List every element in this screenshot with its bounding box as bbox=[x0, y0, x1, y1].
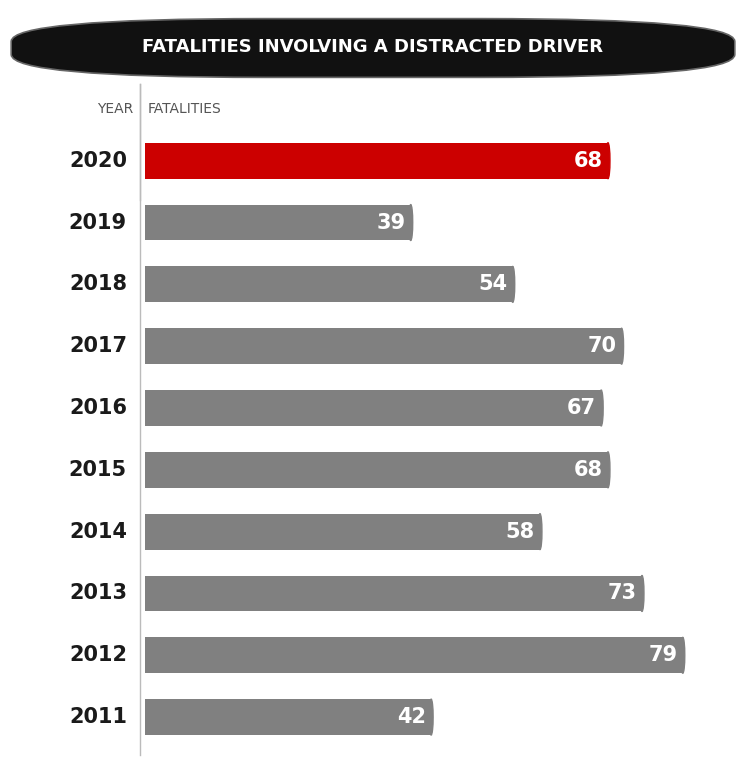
Text: 2018: 2018 bbox=[69, 274, 127, 294]
Text: 42: 42 bbox=[397, 707, 426, 727]
Bar bbox=[145, 143, 608, 179]
Bar bbox=[145, 637, 683, 674]
Text: 73: 73 bbox=[607, 584, 636, 604]
Bar bbox=[145, 328, 621, 364]
Circle shape bbox=[606, 452, 610, 488]
Bar bbox=[145, 204, 411, 240]
Text: 2019: 2019 bbox=[69, 213, 127, 233]
Bar bbox=[145, 699, 431, 735]
Circle shape bbox=[640, 575, 644, 611]
Text: 2011: 2011 bbox=[69, 707, 127, 727]
Bar bbox=[145, 452, 608, 488]
Circle shape bbox=[409, 204, 413, 240]
Bar bbox=[145, 266, 513, 303]
Text: 39: 39 bbox=[376, 213, 405, 233]
Circle shape bbox=[538, 514, 542, 550]
Circle shape bbox=[620, 328, 624, 364]
Text: 2012: 2012 bbox=[69, 645, 127, 665]
Text: 2020: 2020 bbox=[69, 151, 127, 170]
Text: 2015: 2015 bbox=[69, 460, 127, 480]
Text: YEAR: YEAR bbox=[97, 102, 133, 117]
FancyBboxPatch shape bbox=[11, 18, 735, 78]
Bar bbox=[145, 514, 540, 550]
Circle shape bbox=[599, 390, 604, 426]
Text: 2017: 2017 bbox=[69, 336, 127, 356]
Bar bbox=[145, 575, 642, 611]
Text: 67: 67 bbox=[567, 398, 596, 418]
Circle shape bbox=[511, 266, 515, 303]
Text: 58: 58 bbox=[505, 521, 535, 541]
Text: 54: 54 bbox=[478, 274, 507, 294]
Text: 2013: 2013 bbox=[69, 584, 127, 604]
Text: 68: 68 bbox=[574, 460, 603, 480]
Bar bbox=[145, 390, 601, 426]
Circle shape bbox=[606, 143, 610, 179]
Circle shape bbox=[681, 637, 685, 674]
Text: 2014: 2014 bbox=[69, 521, 127, 541]
Text: FATALITIES INVOLVING A DISTRACTED DRIVER: FATALITIES INVOLVING A DISTRACTED DRIVER bbox=[142, 38, 604, 56]
Text: FATALITIES: FATALITIES bbox=[148, 102, 221, 117]
Circle shape bbox=[429, 699, 433, 735]
Text: 68: 68 bbox=[574, 151, 603, 170]
Text: 79: 79 bbox=[648, 645, 677, 665]
Text: 2016: 2016 bbox=[69, 398, 127, 418]
Text: 70: 70 bbox=[587, 336, 616, 356]
